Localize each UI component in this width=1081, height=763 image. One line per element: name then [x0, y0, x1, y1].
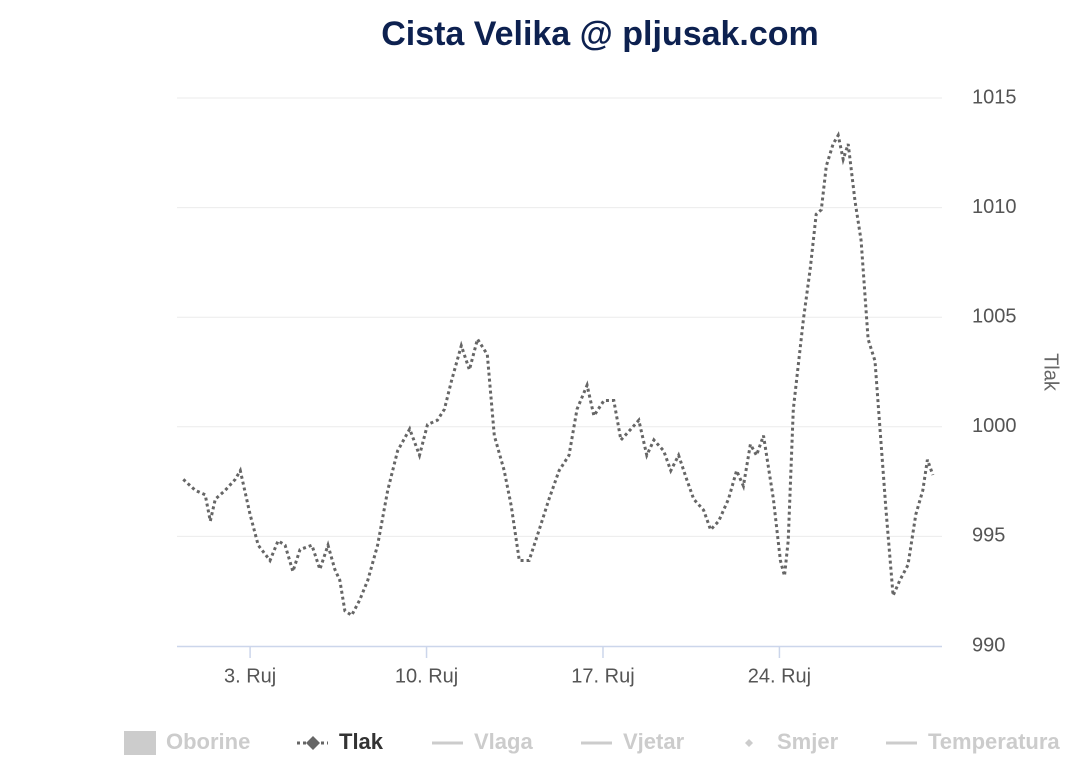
- legend-label: Temperatura: [928, 729, 1060, 754]
- legend-label: Oborine: [166, 729, 250, 754]
- y-axis-label: Tlak: [1040, 353, 1062, 392]
- legend-symbol: [306, 736, 320, 750]
- legend-symbol: [745, 739, 753, 747]
- y-tick-label: 1010: [972, 196, 1017, 218]
- chart-title: Cista Velika @ pljusak.com: [381, 15, 819, 53]
- x-tick-label: 17. Ruj: [571, 665, 634, 687]
- y-tick-label: 1000: [972, 415, 1017, 437]
- x-tick-label: 10. Ruj: [395, 665, 458, 687]
- x-tick-label: 24. Ruj: [748, 665, 811, 687]
- legend-label: Tlak: [339, 729, 384, 754]
- y-tick-label: 990: [972, 634, 1005, 656]
- legend-label: Vlaga: [474, 729, 533, 754]
- legend-label: Smjer: [777, 729, 839, 754]
- x-tick-label: 3. Ruj: [224, 665, 276, 687]
- y-tick-label: 1005: [972, 305, 1017, 327]
- legend-symbol: [124, 731, 156, 755]
- legend-label: Vjetar: [623, 729, 685, 754]
- y-tick-label: 995: [972, 525, 1005, 547]
- y-tick-label: 1015: [972, 86, 1017, 108]
